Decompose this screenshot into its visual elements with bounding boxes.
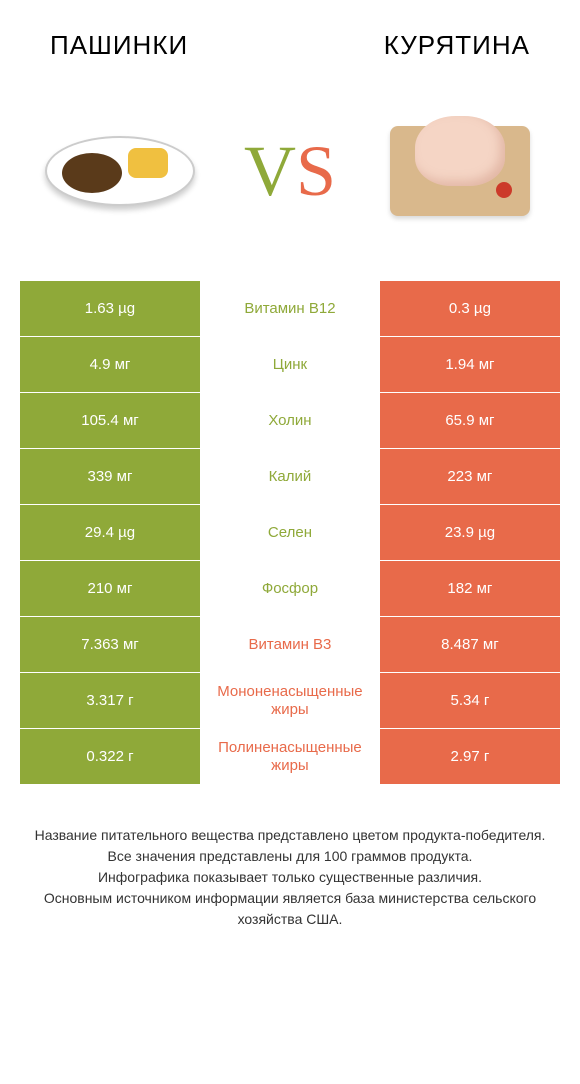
footer-notes: Название питательного вещества представл…	[20, 825, 560, 930]
footer-line-4: Основным источником информации является …	[30, 888, 550, 930]
nutrient-name-cell: Полиненасыщенные жиры	[200, 729, 380, 784]
nutrient-name-cell: Цинк	[200, 337, 380, 392]
right-value-cell: 23.9 µg	[380, 505, 560, 560]
right-value-cell: 1.94 мг	[380, 337, 560, 392]
left-value-cell: 210 мг	[20, 561, 200, 616]
right-value-cell: 182 мг	[380, 561, 560, 616]
right-value-cell: 223 мг	[380, 449, 560, 504]
right-value-cell: 5.34 г	[380, 673, 560, 728]
table-row: 3.317 гМононенасыщенные жиры5.34 г	[20, 673, 560, 729]
left-value-cell: 0.322 г	[20, 729, 200, 784]
table-row: 0.322 гПолиненасыщенные жиры2.97 г	[20, 729, 560, 785]
table-row: 29.4 µgСелен23.9 µg	[20, 505, 560, 561]
vs-label: VS	[244, 130, 336, 213]
nutrient-name-cell: Витамин B3	[200, 617, 380, 672]
right-value-cell: 8.487 мг	[380, 617, 560, 672]
nutrient-name-cell: Мононенасыщенные жиры	[200, 673, 380, 728]
nutrient-table: 1.63 µgВитамин B120.3 µg4.9 мгЦинк1.94 м…	[20, 281, 560, 785]
left-title: Пашинки	[50, 30, 188, 61]
right-value-cell: 2.97 г	[380, 729, 560, 784]
table-row: 105.4 мгХолин65.9 мг	[20, 393, 560, 449]
footer-line-1: Название питательного вещества представл…	[30, 825, 550, 846]
table-row: 7.363 мгВитамин B38.487 мг	[20, 617, 560, 673]
nutrient-name-cell: Фосфор	[200, 561, 380, 616]
left-value-cell: 7.363 мг	[20, 617, 200, 672]
header-row: Пашинки Курятина	[20, 30, 560, 61]
nutrient-name-cell: Селен	[200, 505, 380, 560]
nutrient-name-cell: Холин	[200, 393, 380, 448]
right-title: Курятина	[384, 30, 530, 61]
vs-v: V	[244, 131, 296, 211]
right-value-cell: 0.3 µg	[380, 281, 560, 336]
steak-plate-icon	[45, 136, 195, 206]
left-value-cell: 29.4 µg	[20, 505, 200, 560]
nutrient-name-cell: Витамин B12	[200, 281, 380, 336]
right-food-image	[380, 111, 540, 231]
nutrient-name-cell: Калий	[200, 449, 380, 504]
infographic-container: Пашинки Курятина VS 1.63 µgВитамин B120.…	[0, 0, 580, 950]
left-food-image	[40, 111, 200, 231]
left-value-cell: 1.63 µg	[20, 281, 200, 336]
table-row: 1.63 µgВитамин B120.3 µg	[20, 281, 560, 337]
table-row: 4.9 мгЦинк1.94 мг	[20, 337, 560, 393]
images-row: VS	[20, 111, 560, 231]
left-value-cell: 105.4 мг	[20, 393, 200, 448]
vs-s: S	[296, 131, 336, 211]
table-row: 339 мгКалий223 мг	[20, 449, 560, 505]
left-value-cell: 4.9 мг	[20, 337, 200, 392]
table-row: 210 мгФосфор182 мг	[20, 561, 560, 617]
footer-line-2: Все значения представлены для 100 граммо…	[30, 846, 550, 867]
right-value-cell: 65.9 мг	[380, 393, 560, 448]
footer-line-3: Инфографика показывает только существенн…	[30, 867, 550, 888]
chicken-board-icon	[390, 126, 530, 216]
left-value-cell: 339 мг	[20, 449, 200, 504]
left-value-cell: 3.317 г	[20, 673, 200, 728]
